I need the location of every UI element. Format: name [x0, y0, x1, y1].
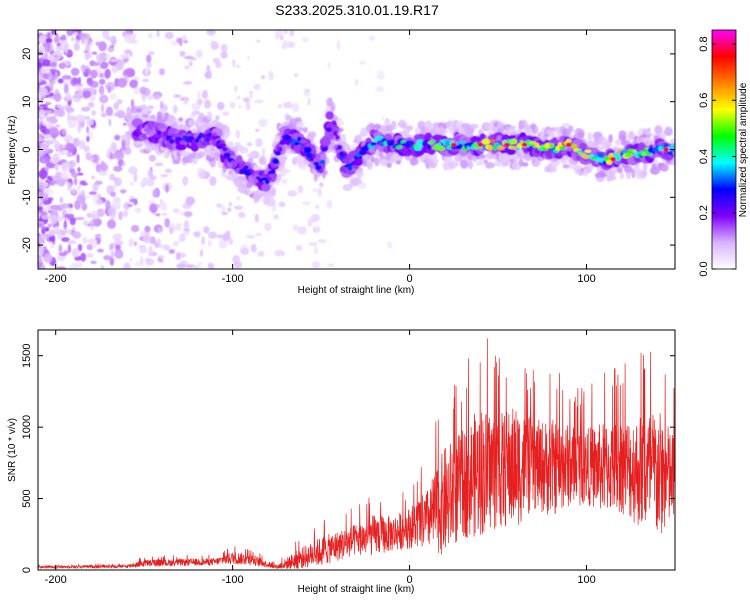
- colorbar-gradient: [711, 29, 737, 270]
- y-tick-label: 20: [21, 48, 33, 60]
- colorbar-tick-label: 0.4: [698, 149, 710, 164]
- snr-x-label: Height of straight line (km): [298, 584, 415, 595]
- snr-y-label: SNR (10 * v/v): [7, 418, 18, 482]
- snr-series-line: [38, 338, 675, 570]
- x-tick-label: -200: [45, 273, 67, 285]
- y-tick-label: -20: [21, 237, 33, 253]
- colorbar-tick-label: 0.2: [698, 205, 710, 220]
- y-tick-label: -10: [21, 189, 33, 205]
- x-tick-label: -100: [222, 574, 244, 586]
- x-tick-label: 100: [577, 574, 595, 586]
- colorbar: 0.0 0.2 0.4 0.6 0.8 Normalized spectral ampl…: [698, 29, 749, 277]
- x-tick-label: 0: [407, 574, 413, 586]
- y-tick-label: 10: [21, 96, 33, 108]
- spectrogram-x-label: Height of straight line (km): [298, 285, 415, 296]
- y-tick-label: 1000: [21, 415, 33, 439]
- y-tick-label: 0: [21, 567, 33, 573]
- x-tick-label: -200: [45, 574, 67, 586]
- chart-title: S233.2025.310.01.19.R17: [275, 2, 439, 18]
- snr-frame: [37, 329, 676, 571]
- colorbar-ticks: 0.0 0.2 0.4 0.6 0.8: [698, 36, 736, 277]
- colorbar-tick-label: 0.0: [698, 261, 710, 276]
- x-tick-label: 100: [577, 273, 595, 285]
- colorbar-tick-label: 0.8: [698, 36, 710, 51]
- x-tick-label: -100: [222, 273, 244, 285]
- y-tick-label: 500: [21, 489, 33, 507]
- colorbar-label: Normalized spectral amplitude: [738, 82, 749, 217]
- x-tick-label: 0: [407, 273, 413, 285]
- colorbar-tick-label: 0.6: [698, 93, 710, 108]
- y-tick-label: 1500: [21, 343, 33, 367]
- y-tick-label: 0: [21, 146, 33, 152]
- spectrogram-y-label: Frequency (Hz): [7, 116, 18, 185]
- spectrogram-image: [38, 30, 675, 269]
